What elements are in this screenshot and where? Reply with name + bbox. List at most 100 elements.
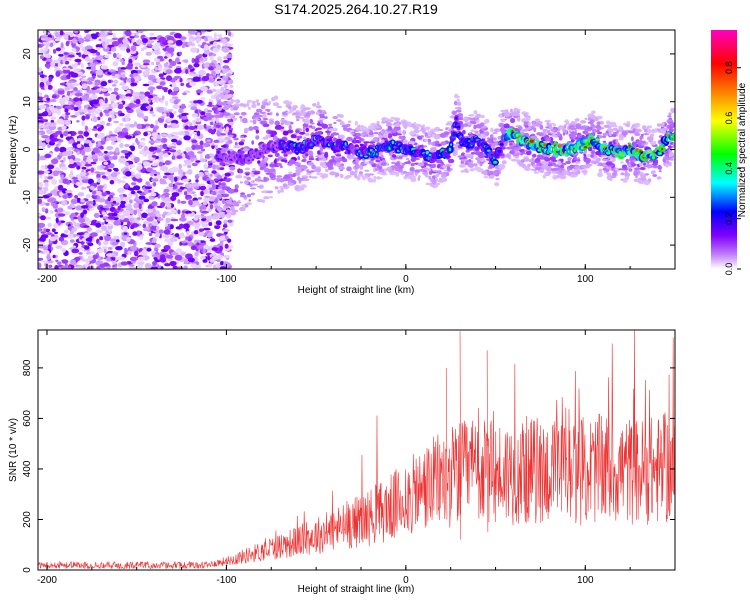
spectrogram-cell xyxy=(380,154,384,159)
spectrogram-cell xyxy=(81,166,87,170)
spectrogram-cell xyxy=(44,182,49,187)
spectrogram-cell xyxy=(318,154,325,159)
spectrogram-cell xyxy=(69,139,74,144)
spectrogram-cell xyxy=(163,211,168,215)
spectrogram-cell xyxy=(83,225,90,228)
spectrogram-cell xyxy=(643,162,646,166)
spectrogram-cell xyxy=(54,38,61,42)
spectrogram-cell xyxy=(145,181,150,186)
spectrogram-cell xyxy=(46,106,50,113)
spectrogram-cell xyxy=(310,170,315,173)
spectrogram-cell xyxy=(151,44,159,50)
spectrogram-cell xyxy=(68,80,75,84)
spectrogram-cell xyxy=(137,256,145,262)
spectrogram-cell xyxy=(38,67,43,73)
spectrogram-cell xyxy=(386,121,392,127)
spectrogram-cell xyxy=(199,221,206,225)
spectrogram-cell xyxy=(44,153,52,159)
spectrogram-cell xyxy=(163,245,171,250)
spectrogram-cell xyxy=(278,190,282,193)
spectrogram-cell xyxy=(85,237,93,242)
spectrogram-cell xyxy=(153,173,157,176)
spectrogram-cell xyxy=(57,261,62,265)
spectrogram-cell xyxy=(113,87,119,91)
spectrogram-cell xyxy=(221,38,228,44)
spectrogram-cell xyxy=(211,143,215,146)
spectrogram-cell xyxy=(83,245,90,250)
spectrogram-cell xyxy=(43,75,48,78)
spectrogram-cell xyxy=(158,229,164,234)
spectrogram-cell xyxy=(74,58,82,63)
spectrogram-cell xyxy=(149,238,153,243)
spectrogram-cell xyxy=(339,114,344,118)
spectrogram-cell xyxy=(55,217,59,223)
spectrogram-cell xyxy=(129,256,138,262)
spectrogram-cell xyxy=(99,112,103,117)
spectrogram-cell xyxy=(109,95,115,102)
spectrogram-cell xyxy=(379,135,384,138)
spectrogram-cell xyxy=(52,203,59,209)
spectrogram-cell xyxy=(303,118,311,124)
spectrogram-cell xyxy=(251,140,254,145)
spectrogram-cell xyxy=(196,244,204,250)
spectrogram-cell xyxy=(90,232,98,237)
spectrogram-cell xyxy=(149,32,155,36)
spectrogram-cell xyxy=(152,261,158,266)
spectrogram-cell xyxy=(416,135,423,140)
spectrogram-cell xyxy=(409,171,415,176)
spectrogram-cell xyxy=(185,79,192,83)
spectrogram-cell xyxy=(190,106,198,111)
spectrogram-cell xyxy=(91,140,95,144)
spectrogram-cell xyxy=(667,115,672,118)
spectrogram-cell xyxy=(113,120,119,124)
spectrogram-cell xyxy=(211,170,217,174)
spectrogram-cell xyxy=(579,120,587,124)
spectrogram-cell xyxy=(73,87,78,91)
spectrogram-cell xyxy=(536,132,542,136)
spectrogram-cell xyxy=(138,150,146,155)
spectrogram-cell xyxy=(185,69,189,74)
spectrogram-cell xyxy=(605,161,613,166)
spectrogram-cell xyxy=(647,178,652,183)
spectrogram-cell xyxy=(271,130,277,136)
spectrogram-cell xyxy=(187,41,193,46)
spectrogram-cell xyxy=(376,171,384,175)
spectrogram-cell xyxy=(62,34,69,39)
spectrogram-cell xyxy=(150,136,158,140)
spectrogram-cell xyxy=(43,228,47,232)
spectrogram-cell xyxy=(120,241,125,248)
spectrogram-cell xyxy=(220,148,227,153)
spectrogram-cell xyxy=(45,202,50,206)
spectrogram-cell xyxy=(193,62,200,68)
spectrogram-cell xyxy=(213,41,217,47)
spectrogram-cell xyxy=(255,99,259,103)
spectrogram-cell xyxy=(215,118,220,124)
spectrogram-cell xyxy=(522,157,530,161)
spectrogram-cell xyxy=(389,172,395,175)
spectrogram-cell xyxy=(101,211,107,215)
spectrogram-cell xyxy=(124,135,133,139)
spectrogram-cell xyxy=(196,145,204,150)
spectrogram-cell xyxy=(410,163,415,167)
spectrogram-cell xyxy=(193,186,200,190)
spectrogram-cell xyxy=(134,92,141,95)
spectrogram-cell xyxy=(183,188,187,192)
spectrogram-cell xyxy=(422,124,426,128)
spectrogram-cell xyxy=(106,122,110,126)
spectrogram-cell xyxy=(57,207,64,213)
spectrogram-cell xyxy=(162,175,168,179)
spectrogram-cell xyxy=(43,186,49,192)
spectrogram-cell xyxy=(311,176,318,179)
spectrogram-cell xyxy=(40,50,47,54)
spectrogram-cell xyxy=(144,116,149,120)
spectrogram-cell xyxy=(194,222,201,227)
spectrogram-cell xyxy=(208,66,214,71)
spectrogram-cell xyxy=(233,103,240,106)
spectrogram-cell xyxy=(437,170,442,175)
spectrogram-cell xyxy=(432,133,436,138)
spectrogram-cell xyxy=(136,261,145,265)
spectrogram-cell xyxy=(335,154,342,157)
spectrogram-cell xyxy=(180,213,186,219)
spectrogram-cell xyxy=(542,129,546,132)
spectrogram-cell xyxy=(657,165,662,170)
